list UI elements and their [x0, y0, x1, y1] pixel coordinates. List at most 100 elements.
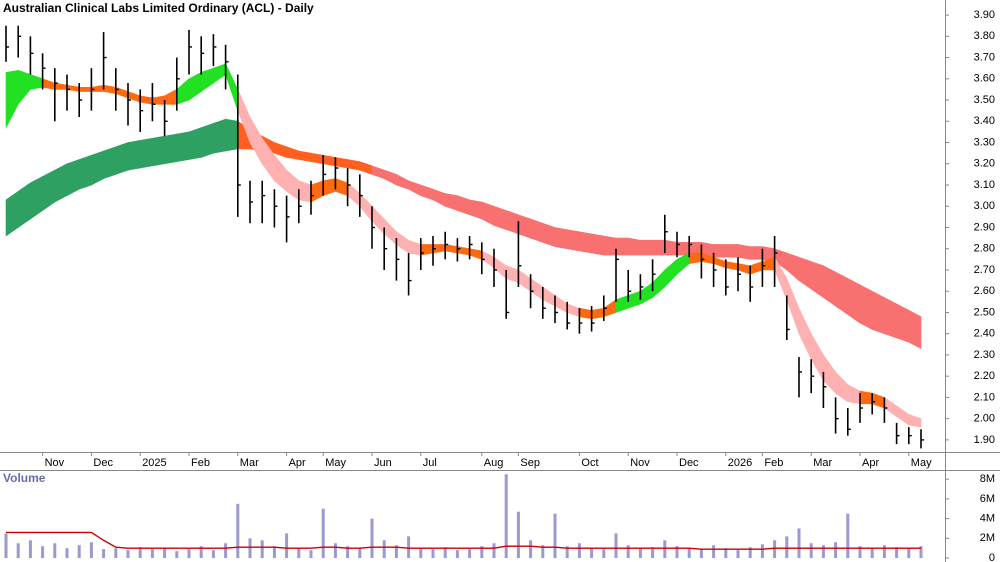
volume-bar	[4, 533, 8, 559]
ribbon-segment	[54, 163, 68, 203]
volume-bar	[638, 548, 642, 559]
x-tick-label: Nov	[45, 457, 65, 469]
ribbon-segment	[505, 210, 519, 235]
ribbon-segment	[871, 290, 885, 335]
volume-bar	[687, 548, 691, 559]
volume-bar	[846, 513, 850, 559]
ribbon-segment	[103, 146, 117, 180]
ribbon-segment	[139, 137, 153, 169]
x-tick-label: Mar	[240, 457, 259, 469]
ribbon-segment	[530, 218, 544, 243]
volume-bar	[163, 548, 167, 559]
ribbon-segment	[335, 157, 348, 169]
ribbon-segment	[579, 307, 592, 320]
volume-title: Volume	[3, 471, 46, 485]
volume-bar	[236, 503, 240, 559]
ribbon-segment	[322, 154, 336, 167]
ribbon-segment	[115, 142, 129, 175]
y-tick-label: 2.20	[974, 370, 995, 382]
volume-bar	[455, 550, 459, 559]
volume-bar	[882, 545, 886, 559]
x-tick-label: Jun	[374, 457, 392, 469]
ribbon-segment	[66, 159, 80, 197]
ribbon-segment	[896, 303, 910, 343]
ribbon-segment	[688, 252, 702, 264]
y-tick-label: 3.60	[974, 73, 995, 85]
volume-bar	[773, 540, 777, 559]
volume-bar	[175, 551, 179, 559]
volume-bar	[126, 550, 130, 559]
x-tick-label: 2025	[142, 457, 166, 469]
volume-bar	[16, 543, 20, 559]
ribbon-segment	[493, 205, 507, 231]
ribbon-segment	[164, 133, 178, 165]
ribbon-segment	[298, 150, 312, 162]
volume-bar	[382, 540, 386, 559]
volume-bar	[272, 546, 276, 559]
volume-bar	[187, 549, 191, 559]
y-tick-label: 3.90	[974, 9, 995, 21]
volume-bar	[565, 546, 569, 559]
y-tick-label: 6M	[980, 493, 995, 505]
volume-bar	[41, 546, 45, 559]
volume-bar	[65, 548, 69, 559]
volume-bar	[224, 543, 228, 559]
volume-bar	[577, 543, 581, 559]
volume-bar	[309, 550, 313, 559]
volume-bar	[468, 549, 472, 559]
y-tick-label: 3.40	[974, 115, 995, 127]
x-tick-label: Feb	[764, 457, 783, 469]
y-tick-label: 2.90	[974, 221, 995, 233]
volume-bar	[138, 547, 142, 559]
volume-bar	[333, 543, 337, 559]
volume-bar	[492, 543, 496, 559]
x-tick-label: May	[325, 457, 346, 469]
volume-bar	[553, 513, 557, 559]
y-tick-label: 2.30	[974, 349, 995, 361]
y-tick-label: 2.10	[974, 391, 995, 403]
volume-bar	[699, 549, 703, 559]
volume-bar	[102, 549, 106, 559]
volume-bar	[77, 545, 81, 559]
volume-bar	[358, 548, 362, 559]
y-tick-label: 3.80	[974, 30, 995, 42]
x-tick-label: Apr	[289, 457, 306, 469]
chart-title: Australian Clinical Labs Limited Ordinar…	[3, 1, 314, 15]
ribbon-segment	[566, 229, 580, 252]
ribbon-segment	[591, 307, 605, 320]
volume-bar	[590, 548, 594, 559]
volume-bar	[651, 547, 655, 559]
ribbon-segment	[725, 244, 739, 258]
volume-bar	[53, 543, 57, 559]
ribbon-segment	[347, 159, 361, 171]
y-tick-label: 3.50	[974, 94, 995, 106]
plot-layer: Nov Dec 2025 Feb Mar Apr May Jun Jul Aug Sep Oct Nov…	[4, 25, 932, 559]
volume-bar	[28, 540, 32, 559]
ribbon-segment	[652, 239, 666, 256]
ribbon-segment	[554, 227, 568, 250]
volume-bar	[480, 546, 484, 559]
y-tick-label: 3.20	[974, 158, 995, 170]
y-tick-label: 3.10	[974, 179, 995, 191]
volume-bar	[748, 547, 752, 559]
volume-bar	[858, 546, 862, 559]
ribbon-segment	[152, 135, 165, 167]
ribbon-segment	[591, 233, 605, 256]
y-tick-label: 2M	[980, 532, 995, 544]
y-tick-label: 3.70	[974, 51, 995, 63]
x-tick-label: Apr	[862, 457, 879, 469]
volume-bar	[663, 540, 667, 559]
x-tick-label: Jul	[423, 457, 437, 469]
volume-bar	[346, 546, 350, 559]
volume-bar	[919, 546, 923, 559]
volume-bar	[199, 546, 203, 559]
y-tick-label: 4M	[980, 513, 995, 525]
volume-bar	[675, 546, 679, 559]
ribbon-segment	[627, 237, 641, 256]
y-tick-label: 2.80	[974, 243, 995, 255]
x-tick-label: Mar	[813, 457, 832, 469]
volume-bar	[419, 548, 423, 559]
volume-bar	[760, 544, 764, 559]
ribbon-segment	[310, 152, 324, 165]
